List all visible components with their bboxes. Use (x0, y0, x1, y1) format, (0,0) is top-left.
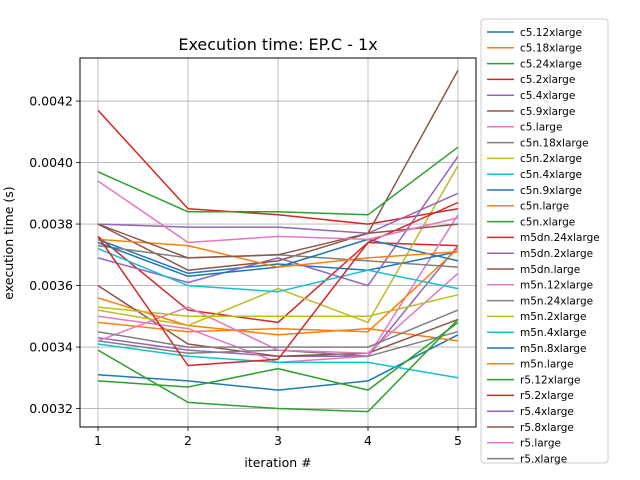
legend-item: c5.24xlarge (487, 58, 582, 70)
legend-item: c5.4xlarge (487, 90, 575, 102)
legend-item: c5.large (487, 122, 562, 134)
legend-item: r5.4xlarge (487, 406, 574, 418)
series-line-c5n-9xlarge (97, 238, 459, 275)
series-line-r5-xlarge (97, 309, 459, 348)
x-tick-label: 1 (94, 433, 102, 448)
legend-item: c5.9xlarge (487, 106, 575, 118)
series-line-r5-2xlarge (97, 201, 459, 367)
legend-label: r5.12xlarge (520, 374, 581, 386)
series-line-r5-large (97, 180, 459, 244)
legend-label: c5n.9xlarge (520, 185, 582, 197)
series-line-c5n-large (97, 248, 459, 333)
y-tick-label: 0.0032 (29, 401, 73, 416)
legend-label: m5dn.24xlarge (520, 232, 600, 244)
legend-label: c5.large (520, 122, 562, 134)
x-tick-label: 5 (454, 433, 462, 448)
legend-item: r5.xlarge (487, 453, 567, 465)
legend-item: m5n.8xlarge (487, 343, 586, 355)
series-line-c5-18xlarge (97, 297, 459, 342)
legend-item: m5n.2xlarge (487, 311, 586, 323)
legend-label: m5n.2xlarge (520, 311, 586, 323)
legend-item: r5.2xlarge (487, 390, 574, 402)
legend-label: r5.xlarge (520, 453, 567, 465)
legend-item: c5.12xlarge (487, 27, 582, 39)
legend-label: m5n.4xlarge (520, 327, 586, 339)
legend-box (480, 18, 609, 464)
legend-label: r5.2xlarge (520, 390, 574, 402)
legend-item: m5dn.2xlarge (487, 248, 593, 260)
y-axis: 0.0032 0.0034 0.0036 0.0038 0.0040 0.0042 (29, 94, 80, 416)
series-line-c5n-4xlarge (97, 343, 459, 379)
x-axis-label: iteration # (244, 455, 311, 470)
legend-item: m5n.12xlarge (487, 280, 593, 292)
series-line-m5dn-large (97, 69, 459, 271)
legend-item: m5n.large (487, 359, 574, 371)
series-line-c5n-xlarge (97, 318, 459, 413)
legend-label: c5n.18xlarge (520, 137, 589, 149)
series-lines (97, 69, 459, 413)
legend-item: c5n.9xlarge (487, 185, 582, 197)
y-axis-label: execution time (s) (1, 186, 16, 299)
series-line-c5-12xlarge (97, 334, 459, 391)
legend-label: c5n.xlarge (520, 216, 575, 228)
x-axis: 1 2 3 4 5 (94, 427, 462, 448)
series-line-m5n-4xlarge (97, 247, 459, 293)
legend-item: m5n.24xlarge (487, 295, 593, 307)
series-line-r5-8xlarge (97, 223, 459, 259)
legend-label: c5n.4xlarge (520, 169, 582, 181)
legend-label: m5dn.2xlarge (520, 248, 593, 260)
legend-item: r5.8xlarge (487, 422, 574, 434)
legend-label: r5.4xlarge (520, 406, 574, 418)
series-line-r5-4xlarge (97, 192, 459, 235)
series-line-m5dn-24xlarge (97, 109, 459, 225)
legend-item: c5n.4xlarge (487, 169, 582, 181)
legend-label: r5.8xlarge (520, 422, 574, 434)
x-tick-label: 2 (184, 433, 192, 448)
legend-label: r5.large (520, 438, 561, 450)
series-line-m5dn-2xlarge (97, 155, 459, 287)
legend-label: m5n.24xlarge (520, 295, 593, 307)
series-line-m5n-2xlarge (97, 294, 459, 318)
legend-item: c5n.18xlarge (487, 137, 589, 149)
legend-item: c5.2xlarge (487, 74, 575, 86)
legend-label: m5n.12xlarge (520, 280, 593, 292)
y-tick-label: 0.0042 (29, 94, 73, 109)
legend-item: m5dn.large (487, 264, 580, 276)
x-tick-label: 3 (274, 433, 282, 448)
legend-item: m5n.4xlarge (487, 327, 586, 339)
legend-label: c5.12xlarge (520, 27, 582, 39)
legend-label: c5.9xlarge (520, 106, 575, 118)
legend-item: c5.18xlarge (487, 43, 582, 55)
legend-label: m5n.large (520, 359, 574, 371)
legend-label: c5.24xlarge (520, 58, 582, 70)
series-line-m5n-12xlarge (97, 272, 459, 354)
x-tick-label: 4 (364, 433, 372, 448)
legend-item: c5n.large (487, 201, 569, 213)
y-tick-label: 0.0038 (29, 217, 73, 232)
y-tick-label: 0.0036 (29, 278, 73, 293)
legend-label: c5n.2xlarge (520, 153, 582, 165)
series-line-m5n-large (97, 238, 459, 268)
legend-label: c5.2xlarge (520, 74, 575, 86)
series-line-c5n-2xlarge (97, 165, 459, 327)
legend-label: c5.4xlarge (520, 90, 575, 102)
legend-item: r5.12xlarge (487, 374, 581, 386)
series-line-r5-12xlarge (97, 146, 459, 216)
legend-label: c5.18xlarge (520, 43, 582, 55)
legend-label: c5n.large (520, 201, 569, 213)
y-tick-label: 0.0040 (29, 155, 73, 170)
legend-item: c5n.xlarge (487, 216, 575, 228)
legend-item: c5n.2xlarge (487, 153, 582, 165)
y-tick-label: 0.0034 (29, 340, 73, 355)
chart-title: Execution time: EP.C - 1x (178, 35, 377, 54)
legend-label: m5n.8xlarge (520, 343, 586, 355)
legend: c5.12xlarge c5.18xlarge c5.24xlarge c5.2xla… (480, 18, 609, 465)
legend-label: m5dn.large (520, 264, 580, 276)
legend-item: m5dn.24xlarge (487, 232, 600, 244)
legend-item: r5.large (487, 438, 561, 450)
